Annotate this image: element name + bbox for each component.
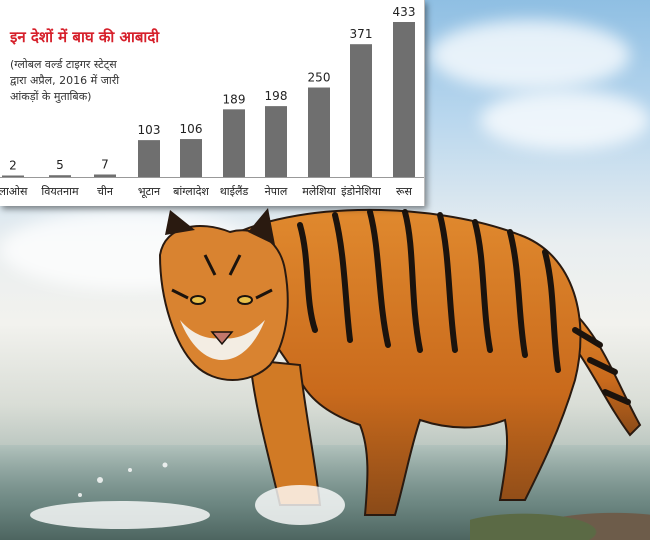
- chart-subtitle-line: (ग्लोबल वर्ल्ड टाइगर स्टेट्स: [10, 58, 117, 71]
- data-label-1: 5: [56, 158, 64, 172]
- category-label-8: इंडोनेशिया: [341, 185, 381, 198]
- data-label-0: 2: [9, 159, 17, 173]
- bar-4: [180, 139, 202, 177]
- bar-3: [138, 140, 160, 177]
- bar-5: [223, 109, 245, 177]
- chart-subtitle-line: आंकड़ों के मुताबिक): [10, 90, 92, 103]
- bar-6: [265, 106, 287, 177]
- data-label-9: 433: [393, 5, 416, 19]
- data-label-8: 371: [350, 27, 373, 41]
- bar-8: [350, 44, 372, 177]
- category-label-6: नेपाल: [265, 185, 288, 198]
- category-label-2: चीन: [97, 185, 114, 198]
- data-label-7: 250: [308, 71, 331, 85]
- data-label-3: 103: [138, 123, 161, 137]
- chart-subtitle: (ग्लोबल वर्ल्ड टाइगर स्टेट्स द्वारा अप्र…: [10, 57, 160, 105]
- category-label-1: वियतनाम: [41, 185, 79, 198]
- mossy-rocks: [470, 500, 650, 540]
- bar-2: [94, 174, 116, 177]
- category-label-3: भूटान: [138, 185, 161, 199]
- bar-7: [308, 87, 330, 177]
- chart-panel: इन देशों में बाघ की आबादी (ग्लोबल वर्ल्ड…: [0, 0, 425, 206]
- chart-title: इन देशों में बाघ की आबादी: [10, 28, 160, 46]
- category-label-9: रूस: [396, 185, 413, 198]
- data-label-5: 189: [223, 92, 246, 106]
- bar-0: [2, 175, 24, 177]
- category-label-5: थाईलैंड: [220, 185, 249, 198]
- data-label-4: 106: [180, 122, 203, 136]
- category-label-4: बांग्लादेश: [173, 185, 209, 198]
- bar-chart: 2 लाओस 5 वियतनाम 7 चीन 103 भूटान 106 बांग्लादेश 18…: [0, 5, 424, 199]
- data-label-2: 7: [101, 157, 109, 171]
- bar-9: [393, 22, 415, 177]
- category-label-0: लाओस: [0, 185, 28, 198]
- bar-1: [49, 175, 71, 177]
- data-label-6: 198: [265, 89, 288, 103]
- category-label-7: मलेशिया: [302, 185, 336, 198]
- chart-subtitle-line: द्वारा अप्रैल, 2016 में जारी: [10, 74, 120, 87]
